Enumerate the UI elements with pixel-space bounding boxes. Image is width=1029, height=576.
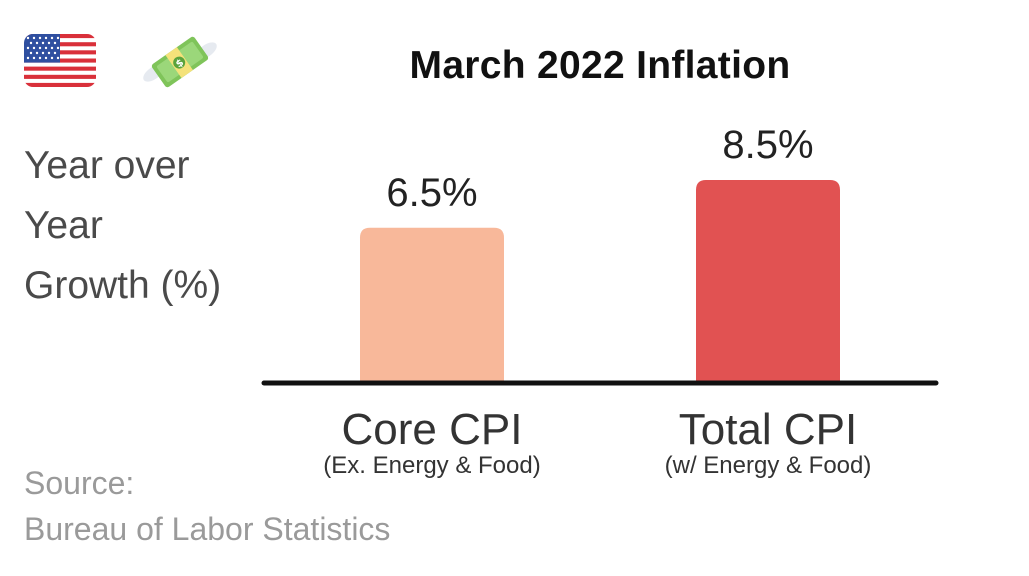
y-axis-label-line: Growth (%)	[24, 264, 222, 307]
bar	[360, 227, 504, 383]
source-name: Bureau of Labor Statistics	[24, 511, 391, 547]
y-axis-label: Year over Year Growth (%)	[24, 136, 264, 316]
value-label: 8.5%	[722, 123, 813, 167]
category-sublabel: (w/ Energy & Food)	[665, 452, 872, 479]
y-axis-label-line: Year over	[24, 144, 190, 187]
source-note: Source: Bureau of Labor Statistics	[24, 460, 390, 552]
chart-title: March 2022 Inflation	[409, 44, 791, 87]
money-with-wings-icon: $	[140, 26, 220, 96]
bar	[696, 180, 840, 383]
us-flag-icon	[24, 34, 96, 87]
category-label: Core CPI	[342, 405, 523, 454]
y-axis-label-line: Year	[24, 204, 103, 247]
category-label: Total CPI	[679, 405, 858, 454]
value-label: 6.5%	[386, 171, 477, 215]
category-sublabel: (Ex. Energy & Food)	[323, 452, 540, 479]
source-label: Source:	[24, 465, 135, 501]
